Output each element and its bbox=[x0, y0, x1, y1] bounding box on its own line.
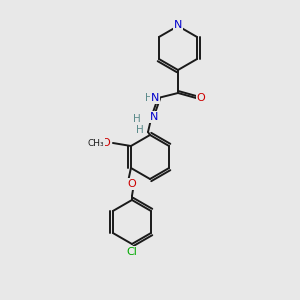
Text: H: H bbox=[136, 125, 144, 135]
Text: CH₃: CH₃ bbox=[88, 139, 104, 148]
Text: O: O bbox=[102, 138, 110, 148]
Text: H: H bbox=[145, 93, 153, 103]
Text: Cl: Cl bbox=[127, 247, 137, 257]
Text: H: H bbox=[133, 114, 141, 124]
Text: O: O bbox=[196, 93, 206, 103]
Text: N: N bbox=[151, 93, 159, 103]
Text: O: O bbox=[128, 179, 136, 189]
Text: N: N bbox=[174, 20, 182, 30]
Text: N: N bbox=[150, 112, 158, 122]
